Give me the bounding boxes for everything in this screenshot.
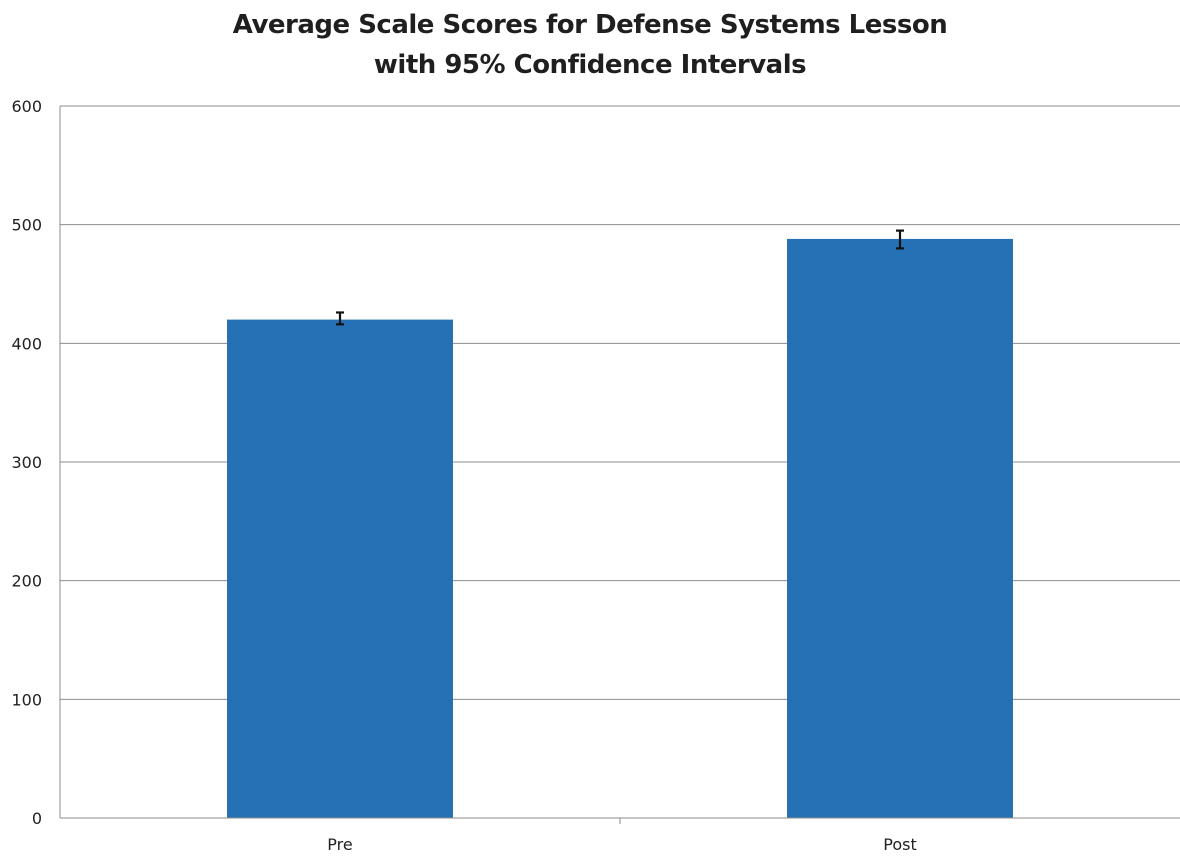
tick-labels: 0 100 200 300 400 500 600 Pre Post (11, 97, 916, 854)
x-tick-label-post: Post (883, 835, 916, 854)
y-tick-label-0: 0 (32, 809, 42, 828)
y-tick-label-500: 500 (11, 216, 42, 235)
bars (227, 238, 1013, 818)
y-tick-label-300: 300 (11, 453, 42, 472)
bar-post (787, 238, 1013, 818)
x-tick-label-pre: Pre (327, 835, 352, 854)
error-bars (336, 229, 904, 326)
chart-title-line-2: with 95% Confidence Intervals (373, 50, 807, 80)
y-tick-label-200: 200 (11, 572, 42, 591)
axes (59, 106, 1180, 824)
y-tick-label-100: 100 (11, 690, 42, 709)
y-tick-label-400: 400 (11, 334, 42, 353)
bar-pre (227, 319, 453, 818)
chart-title-line-1: Average Scale Scores for Defense Systems… (232, 10, 948, 40)
y-tick-label-600: 600 (11, 97, 42, 116)
